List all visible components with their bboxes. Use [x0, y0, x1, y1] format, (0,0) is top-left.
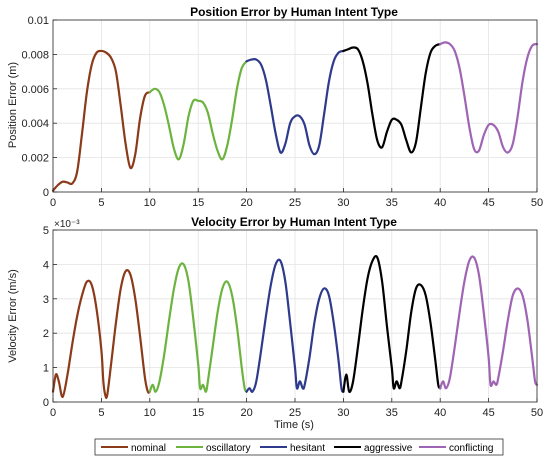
velocity-series-oscillatory — [148, 262, 248, 393]
velocity-error-panel: Velocity Error by Human Intent Type Velo… — [7, 215, 543, 431]
velocity-y-tick-label: 1 — [43, 363, 49, 375]
velocity-x-tick-label: 5 — [98, 407, 104, 419]
velocity-y-scale-label: ×10⁻³ — [54, 219, 80, 230]
position-x-tick-label: 5 — [98, 197, 104, 209]
velocity-x-tick-label: 15 — [192, 407, 204, 419]
position-y-tick-label: 0.01 — [28, 15, 49, 27]
position-error-panel: Position Error by Human Intent Type Posi… — [7, 5, 543, 209]
time-x-axis-label: Time (s) — [274, 419, 314, 431]
position-y-tick-label: 0 — [43, 187, 49, 199]
velocity-y-tick-label: 4 — [43, 259, 49, 271]
velocity-y-axis-label: Velocity Error (m/s) — [7, 269, 19, 363]
position-x-tick-label: 50 — [531, 197, 543, 209]
position-x-tick-label: 30 — [337, 197, 349, 209]
velocity-x-tick-label: 40 — [434, 407, 446, 419]
legend-label-conflicting: conflicting — [449, 443, 493, 454]
legend-label-oscillatory: oscillatory — [206, 443, 250, 454]
velocity-x-tick-label: 45 — [482, 407, 494, 419]
position-y-tick-label: 0.006 — [21, 84, 49, 96]
position-x-tick-label: 10 — [144, 197, 156, 209]
legend-label-nominal: nominal — [131, 443, 166, 454]
velocity-series-hesitant — [245, 258, 345, 393]
position-x-tick-label: 45 — [482, 197, 494, 209]
velocity-y-tick-label: 0 — [43, 397, 49, 409]
velocity-x-tick-label: 10 — [144, 407, 156, 419]
legend-item-conflicting: conflicting — [419, 443, 493, 454]
position-series-hesitant — [245, 49, 345, 156]
position-x-tick-label: 20 — [240, 197, 252, 209]
velocity-x-tick-label: 50 — [531, 407, 543, 419]
position-y-tick-label: 0.002 — [21, 153, 49, 165]
position-y-axis-label: Position Error (m) — [7, 62, 19, 148]
position-x-tick-label: 25 — [289, 197, 301, 209]
velocity-x-tick-label: 35 — [386, 407, 398, 419]
velocity-x-tick-label: 25 — [289, 407, 301, 419]
position-x-tick-label: 40 — [434, 197, 446, 209]
position-x-tick-label: 35 — [386, 197, 398, 209]
velocity-chart-title: Velocity Error by Human Intent Type — [191, 215, 397, 229]
legend: nominal oscillatory hesitant aggressive … — [94, 438, 504, 456]
position-series-nominal — [51, 49, 151, 192]
position-series-aggressive — [342, 42, 442, 154]
legend-label-aggressive: aggressive — [364, 443, 413, 454]
legend-item-hesitant: hesitant — [260, 443, 325, 454]
velocity-x-tick-label: 20 — [240, 407, 252, 419]
velocity-series-nominal — [51, 269, 151, 400]
velocity-x-tick-label: 30 — [337, 407, 349, 419]
velocity-y-tick-label: 3 — [43, 294, 49, 306]
velocity-y-tick-label: 2 — [43, 328, 49, 340]
legend-item-oscillatory: oscillatory — [176, 443, 250, 454]
position-series-conflicting — [439, 41, 539, 154]
velocity-series-aggressive — [342, 255, 442, 393]
position-y-tick-label: 0.004 — [21, 118, 49, 130]
position-x-tick-label: 15 — [192, 197, 204, 209]
velocity-x-tick-label: 0 — [50, 407, 56, 419]
position-chart-title: Position Error by Human Intent Type — [190, 5, 398, 19]
legend-item-aggressive: aggressive — [334, 443, 413, 454]
position-x-tick-label: 0 — [50, 197, 56, 209]
position-y-tick-label: 0.008 — [21, 49, 49, 61]
legend-box — [94, 438, 504, 456]
legend-item-nominal: nominal — [101, 443, 166, 454]
velocity-y-tick-label: 5 — [43, 225, 49, 237]
legend-label-hesitant: hesitant — [290, 443, 325, 454]
position-series-oscillatory — [148, 60, 248, 161]
velocity-series-conflicting — [439, 255, 539, 390]
